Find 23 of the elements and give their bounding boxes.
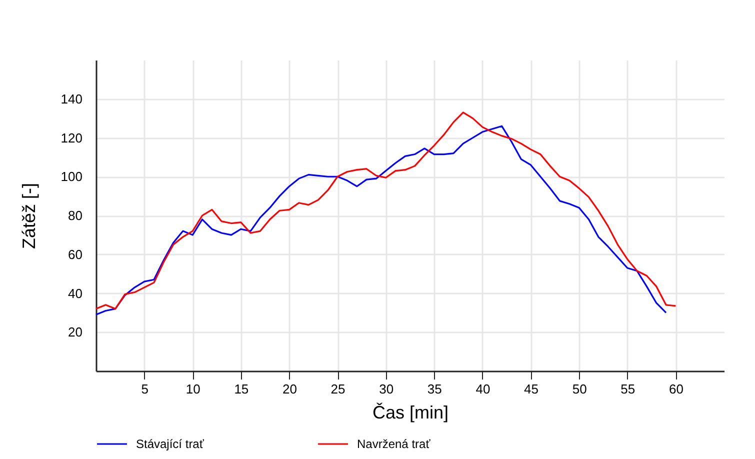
x-tick-label: 15 <box>234 382 249 396</box>
y-axis-title: Zátěž [-] <box>18 182 39 250</box>
y-tick-label: 80 <box>68 208 82 223</box>
legend-label: Navržená trať <box>357 437 431 451</box>
y-tick-label: 40 <box>68 286 82 301</box>
x-tick-label: 50 <box>572 382 587 396</box>
x-tick-label: 10 <box>186 382 200 396</box>
legend-label: Stávající trať <box>136 437 204 451</box>
x-tick-label: 40 <box>476 382 490 396</box>
y-tick-label: 100 <box>60 169 82 184</box>
x-tick-label: 5 <box>141 382 148 396</box>
y-tick-label: 140 <box>60 91 82 106</box>
x-tick-label: 20 <box>282 382 297 396</box>
x-tick-label: 55 <box>620 382 636 396</box>
x-axis-title: Čas [min] <box>372 402 449 422</box>
x-tick-label: 25 <box>330 382 346 396</box>
x-tick-label: 45 <box>524 382 539 396</box>
y-tick-label: 20 <box>68 324 82 340</box>
y-tick-label: 60 <box>68 246 82 262</box>
y-tick-label: 120 <box>60 130 82 146</box>
x-tick-label: 30 <box>379 382 394 396</box>
x-tick-label: 60 <box>668 382 684 396</box>
x-tick-label: 35 <box>427 382 442 396</box>
